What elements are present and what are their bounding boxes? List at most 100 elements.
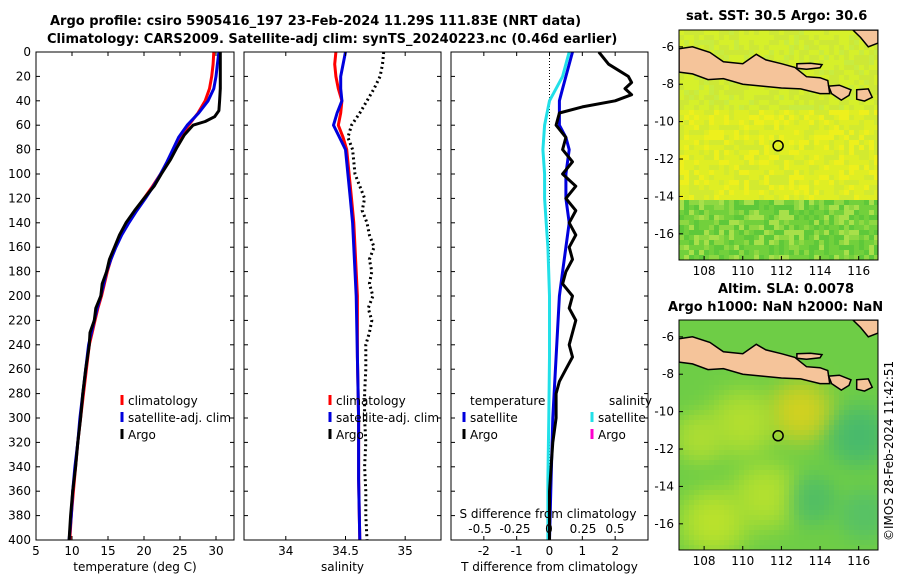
salinity-panel: 34 34.5 35 salinity climatology satellite-adj…	[243, 51, 442, 574]
map-lon-label: 108	[693, 554, 716, 568]
map-lat-label: -12	[654, 442, 674, 456]
x-tick-label: 35	[398, 544, 413, 558]
x-tick-label: -1	[511, 544, 523, 558]
panel-frame	[243, 51, 442, 541]
land-polygon	[827, 84, 852, 101]
map-lat-label: -16	[654, 517, 674, 531]
y-tick-label: 380	[8, 509, 31, 523]
map-lon-label: 110	[731, 264, 754, 278]
x-tick-label: 2	[611, 544, 619, 558]
land-polygon	[796, 62, 824, 71]
x-tick-label: 34.5	[332, 544, 359, 558]
x-axis-label: temperature (deg C)	[73, 560, 196, 574]
legend-label: satellite-adj. clim	[128, 411, 231, 425]
map-lon-label: 116	[847, 554, 870, 568]
y-tick-label: 160	[8, 240, 31, 254]
y-tick-label: 120	[8, 191, 31, 205]
x-tick-label: 34	[278, 544, 293, 558]
sla-map	[679, 320, 878, 550]
legend-label: satellite	[598, 411, 646, 425]
temperature-panel: 5 10 15 20 25 30 temperature (deg C) 0 20 40 60 80 1…	[8, 45, 235, 574]
y-tick-label: 100	[8, 167, 31, 181]
map-lat-label: -10	[654, 405, 674, 419]
map-lon-label: 110	[731, 554, 754, 568]
y-tick-label: 280	[8, 387, 31, 401]
s-diff-tick-label: -0.5	[468, 522, 491, 536]
s-diff-tick-label: -0.25	[499, 522, 530, 536]
y-tick-label: 360	[8, 484, 31, 498]
legend-label: satellite	[470, 411, 518, 425]
map-lat-label: -16	[654, 227, 674, 241]
series-temperature-argo	[548, 52, 634, 540]
s-diff-tick-label: 0.25	[570, 522, 597, 536]
land-polygon	[827, 374, 852, 391]
y-tick-label: 20	[16, 69, 31, 83]
y-tick-label: 140	[8, 216, 31, 230]
sla-map-title-1: Altim. SLA: 0.0078	[718, 282, 855, 297]
argo-location-marker	[772, 139, 784, 152]
sla-map-title-2: Argo h1000: NaN h2000: NaN	[668, 300, 884, 315]
map-lon-label: 112	[770, 264, 793, 278]
map-lat-label: -14	[654, 479, 674, 493]
series-satellite-adj-clim	[332, 52, 362, 540]
map-lon-label: 114	[809, 554, 832, 568]
argo-location-marker	[772, 429, 784, 442]
land-polygon	[679, 46, 831, 95]
y-tick-label: 340	[8, 460, 31, 474]
y-tick-label: 240	[8, 338, 31, 352]
y-tick-label: 0	[23, 45, 31, 59]
s-diff-tick-label: 0	[545, 522, 553, 536]
title-line1: Argo profile: csiro 5905416_197 23-Feb-2…	[50, 14, 582, 29]
land-polygon	[855, 88, 874, 102]
map-axes: 108 110 112 114 116 -6 -8 -10 -12 -14 -16 108 110 112…	[654, 29, 879, 568]
map-lon-label: 112	[770, 554, 793, 568]
land-polygon	[796, 352, 824, 361]
sst-map	[679, 30, 878, 260]
y-tick-label: 400	[8, 533, 31, 547]
map-lat-label: -8	[662, 77, 674, 91]
series-argo	[346, 52, 386, 540]
legend-label: climatology	[128, 394, 198, 408]
x-axis-label: T difference from climatology	[460, 560, 638, 574]
map-lat-label: -14	[654, 189, 674, 203]
series-argo	[67, 52, 222, 540]
x-tick-label: -2	[478, 544, 490, 558]
x-tick-label: 1	[579, 544, 587, 558]
y-tick-label: 80	[16, 143, 31, 157]
x-tick-label: 20	[136, 544, 151, 558]
watermark: ©IMOS 28-Feb-2024 11:42:51	[882, 361, 896, 541]
legend-label: Argo	[128, 428, 156, 442]
land-polygon	[679, 336, 831, 385]
series-temperature-satellite	[548, 52, 574, 540]
map-lat-label: -12	[654, 152, 674, 166]
y-tick-label: 200	[8, 289, 31, 303]
x-tick-label: 15	[100, 544, 115, 558]
map-lat-label: -8	[662, 367, 674, 381]
land-polygon	[851, 30, 878, 48]
s-diff-axis-label: S difference from climatology	[460, 507, 637, 521]
land-polygon	[855, 378, 874, 392]
x-tick-label: 10	[64, 544, 79, 558]
x-tick-label: 30	[208, 544, 223, 558]
y-tick-label: 220	[8, 313, 31, 327]
land-polygon	[851, 320, 878, 338]
legend-label: Argo	[598, 428, 626, 442]
legend-label: Argo	[470, 428, 498, 442]
s-diff-tick-label: 0.5	[605, 522, 624, 536]
sst-map-title: sat. SST: 30.5 Argo: 30.6	[686, 9, 868, 24]
legend-label: satellite-adj. clim	[336, 411, 439, 425]
x-tick-label: 5	[32, 544, 40, 558]
y-tick-label: 180	[8, 265, 31, 279]
x-axis-label: salinity	[321, 560, 364, 574]
y-tick-label: 40	[16, 94, 31, 108]
x-tick-label: 25	[172, 544, 187, 558]
y-tick-label: 60	[16, 118, 31, 132]
map-lon-label: 114	[809, 264, 832, 278]
map-lat-label: -6	[662, 330, 674, 344]
y-tick-label: 320	[8, 435, 31, 449]
map-frame	[678, 319, 879, 551]
legend-label: climatology	[336, 394, 406, 408]
legend-header-salinity: salinity	[609, 394, 652, 408]
